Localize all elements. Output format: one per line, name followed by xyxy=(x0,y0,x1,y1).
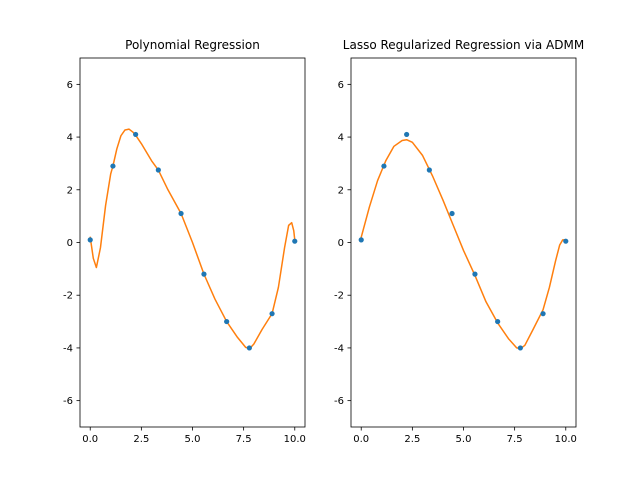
y-tick-label: -4 xyxy=(334,343,344,354)
x-tick-label: 7.5 xyxy=(236,434,252,445)
chart-title: Polynomial Regression xyxy=(125,38,260,52)
y-tick-label: 4 xyxy=(67,133,73,144)
y-tick-label: -2 xyxy=(63,291,73,302)
x-tick-label: 0.0 xyxy=(353,434,369,445)
polynomial-regression-panel: Polynomial Regression 0.0 2.5 5.0 7.5 10.0 -6 -… xyxy=(63,38,306,445)
y-tick-label: -2 xyxy=(334,291,344,302)
y-tick-label: -6 xyxy=(63,396,73,407)
data-point xyxy=(358,237,364,243)
data-point xyxy=(381,163,387,169)
fit-curve-line xyxy=(89,128,296,350)
data-point xyxy=(110,163,116,169)
data-point xyxy=(404,131,410,138)
x-tick-label: 5.0 xyxy=(456,434,472,445)
data-point xyxy=(201,271,207,277)
data-point xyxy=(224,318,230,325)
data-point xyxy=(178,210,184,217)
x-tick-label: 10.0 xyxy=(555,434,577,445)
y-tick-label: 6 xyxy=(67,80,73,91)
y-tick-label: 0 xyxy=(338,238,344,249)
data-point xyxy=(449,210,455,217)
lasso-regression-panel: Lasso Regularized Regression via ADMM 0.0… xyxy=(334,38,584,445)
y-tick-label: 2 xyxy=(67,185,73,196)
x-tick-label: 0.0 xyxy=(82,434,98,445)
data-point xyxy=(292,238,298,244)
chart-title: Lasso Regularized Regression via ADMM xyxy=(343,38,584,52)
data-point xyxy=(87,237,93,243)
data-point xyxy=(517,345,523,351)
data-point xyxy=(246,345,252,351)
y-tick-label: -6 xyxy=(334,396,344,407)
x-tick-label: 2.5 xyxy=(404,434,420,445)
data-point xyxy=(563,238,569,244)
data-point xyxy=(133,131,139,138)
data-point xyxy=(472,271,478,277)
data-point xyxy=(426,167,432,173)
x-tick-label: 7.5 xyxy=(507,434,523,445)
fit-curve-line xyxy=(360,138,567,350)
y-tick-label: -4 xyxy=(63,343,73,354)
y-tick-label: 0 xyxy=(67,238,73,249)
axes-frame xyxy=(350,57,577,428)
x-tick-label: 5.0 xyxy=(185,434,201,445)
x-tick-label: 10.0 xyxy=(284,434,306,445)
y-tick-label: 4 xyxy=(338,133,344,144)
data-point xyxy=(269,311,275,317)
x-tick-label: 2.5 xyxy=(133,434,149,445)
y-tick-label: 2 xyxy=(338,185,344,196)
y-tick-label: 6 xyxy=(338,80,344,91)
data-point xyxy=(495,318,501,325)
data-point xyxy=(155,167,161,173)
data-point xyxy=(540,311,546,317)
